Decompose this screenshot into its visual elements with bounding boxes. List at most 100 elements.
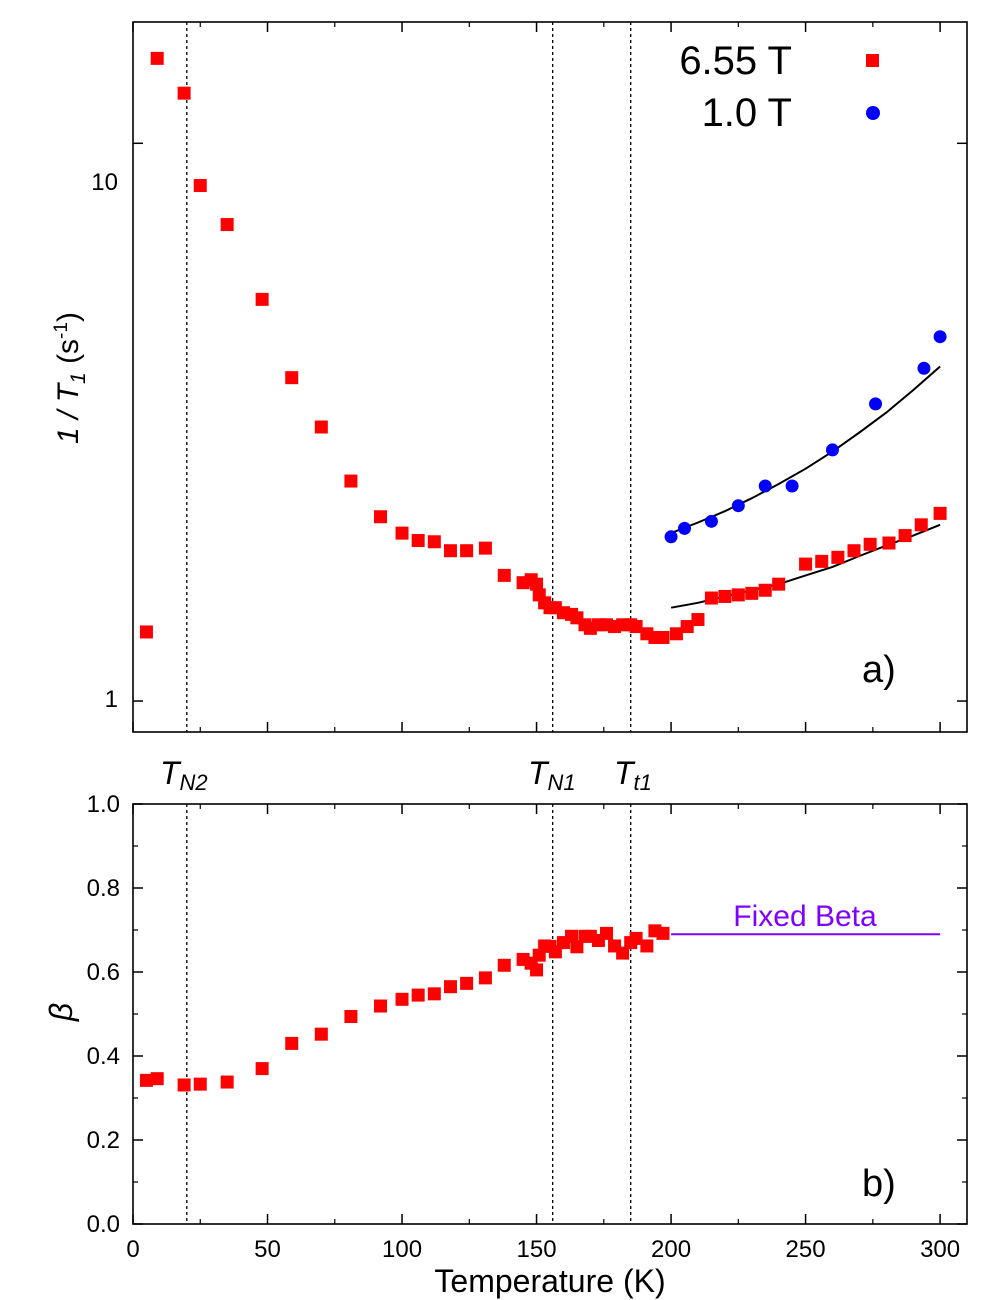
- panel-a-series-1-0-t: [664, 330, 947, 544]
- tn1-label-sub: N1: [548, 770, 576, 795]
- panel-a-fit-curves: [670, 365, 941, 609]
- panel-a-ylabel-unit-open: (s: [52, 339, 85, 372]
- panel-a-ytick-label-1: 1: [105, 686, 118, 713]
- tn2-label: TN2: [160, 755, 208, 795]
- panel-b-ylabel: β: [43, 1003, 79, 1022]
- panel-b-6-55-t-point: [255, 1062, 269, 1076]
- panel-a-6-55-t-point: [478, 541, 492, 555]
- panel-a-6-55-t-point: [731, 588, 745, 602]
- panel-b-6-55-t-point: [656, 926, 670, 940]
- panel-a-6-55-t-point: [745, 586, 759, 600]
- panel-a-6-55-t-point: [139, 625, 153, 639]
- panel-b-transition-lines: [186, 804, 632, 1224]
- panel-a-6-55-t-point: [847, 544, 861, 558]
- panel-a-6-55-t-point: [704, 591, 718, 605]
- legend-marker-1-0-t: [866, 106, 880, 120]
- legend: 6.55 T 1.0 T: [679, 39, 880, 135]
- panel-b-6-55-t-point: [599, 926, 613, 940]
- panel-a-1-0-t-point: [825, 443, 839, 457]
- panel-a-ytick-label-10: 10: [91, 169, 118, 196]
- panel-a-6-55-t-point: [411, 534, 425, 548]
- panel-a-1-0-t-point: [917, 361, 931, 375]
- panel-a-1-0-t-point: [678, 521, 692, 535]
- panel-a-6-55-t-point: [255, 292, 269, 306]
- panel-a-1-0-t-point: [664, 530, 678, 544]
- panel-a-1-0-t-point: [785, 479, 799, 493]
- tn2-label-sub: N2: [180, 770, 208, 795]
- panel-b-6-55-t-point: [640, 939, 654, 953]
- panel-b-6-55-t-point: [427, 987, 441, 1001]
- panel-b-6-55-t-point: [443, 980, 457, 994]
- panel-a-ylabel-main: 1 / T: [52, 381, 85, 444]
- panel-a-label: a): [862, 649, 896, 691]
- panel-a-transition-lines: [186, 22, 632, 732]
- panel-b-6-55-t-point: [150, 1072, 164, 1086]
- xtick-label-250: 250: [786, 1236, 826, 1263]
- panel-a-1-0-t-point: [933, 330, 947, 344]
- panel-b-label: b): [862, 1163, 896, 1205]
- ytick-label-0.0: 0.0: [87, 1211, 120, 1238]
- panel-a-6-55-t-point: [933, 506, 947, 520]
- panel-b-6-55-t-point: [139, 1073, 153, 1087]
- panel-b-6-55-t-point: [395, 992, 409, 1006]
- tn1-label-main: T: [528, 755, 550, 791]
- legend-label-1-0-t: 1.0 T: [702, 91, 792, 135]
- panel-a-1-0-t-point: [731, 499, 745, 513]
- panel-b-6-55-t-point: [411, 988, 425, 1002]
- panel-a-1-0-t-point: [869, 397, 883, 411]
- panel-a-6-55-t-point: [863, 537, 877, 551]
- panel-b-6-55-t-point: [460, 976, 474, 990]
- panel-a-6-55-t-point: [815, 554, 829, 568]
- ytick-label-0.2: 0.2: [87, 1127, 120, 1154]
- panel-b-6-55-t-point: [629, 931, 643, 945]
- panel-a-6-55-t-point: [150, 51, 164, 65]
- panel-a-6-55-t-point: [395, 526, 409, 540]
- panel-a-6-55-t-point: [718, 589, 732, 603]
- panel-a-6-55-t-point: [799, 557, 813, 571]
- panel-b-6-55-t-point: [374, 999, 388, 1013]
- panel-a-6-55-t-point: [680, 620, 694, 634]
- panel-a-ylabel-unit-exp: -1: [51, 322, 72, 339]
- panel-b-6-55-t-point: [565, 929, 579, 943]
- tn2-label-main: T: [160, 755, 182, 791]
- xtick-label-50: 50: [254, 1236, 281, 1263]
- panel-b-xtick-labels: 0 50 100 150 200 250 300: [126, 1236, 960, 1263]
- panel-b-6-55-t-point: [177, 1078, 191, 1092]
- panel-a-6-55-t-point: [497, 568, 511, 582]
- fit-curve-0: [670, 365, 941, 535]
- panel-a-6-55-t-point: [344, 474, 358, 488]
- panel-a-ylabel: 1 / T1 (s-1): [51, 312, 90, 444]
- panel-b-6-55-t-point: [616, 946, 630, 960]
- panel-a-6-55-t-point: [177, 86, 191, 100]
- panel-a-6-55-t-point: [285, 371, 299, 385]
- ytick-label-0.4: 0.4: [87, 1043, 120, 1070]
- panel-a-6-55-t-point: [427, 535, 441, 549]
- panel-b-frame: [132, 803, 968, 1225]
- panel-b-6-55-t-point: [344, 1010, 358, 1024]
- xtick-label-200: 200: [651, 1236, 691, 1263]
- panel-b-6-55-t-point: [193, 1077, 207, 1091]
- ytick-label-0.6: 0.6: [87, 959, 120, 986]
- xtick-label-300: 300: [920, 1236, 960, 1263]
- panel-b-6-55-t-point: [285, 1036, 299, 1050]
- panel-a-6-55-t-point: [691, 613, 705, 627]
- tt1-label: Tt1: [614, 755, 652, 795]
- panel-a-6-55-t-point: [882, 536, 896, 550]
- panel-b-6-55-t-point: [478, 971, 492, 985]
- panel-a-6-55-t-point: [669, 627, 683, 641]
- panel-a-6-55-t-point: [914, 518, 928, 532]
- panel-a-1-0-t-point: [758, 479, 772, 493]
- tn1-label: TN1: [528, 755, 576, 795]
- panel-a-ticks: [132, 22, 967, 732]
- tt1-label-main: T: [614, 755, 636, 791]
- xtick-label-0: 0: [126, 1236, 139, 1263]
- xtick-label-100: 100: [382, 1236, 422, 1263]
- panel-b-6-55-t-point: [497, 958, 511, 972]
- panel-b-6-55-t-point: [220, 1075, 234, 1089]
- panel-a-6-55-t-point: [898, 529, 912, 543]
- tt1-label-sub: t1: [634, 770, 652, 795]
- legend-marker-6-55-t: [866, 54, 879, 67]
- panel-a-6-55-t-point: [758, 583, 772, 597]
- ytick-label-0.8: 0.8: [87, 875, 120, 902]
